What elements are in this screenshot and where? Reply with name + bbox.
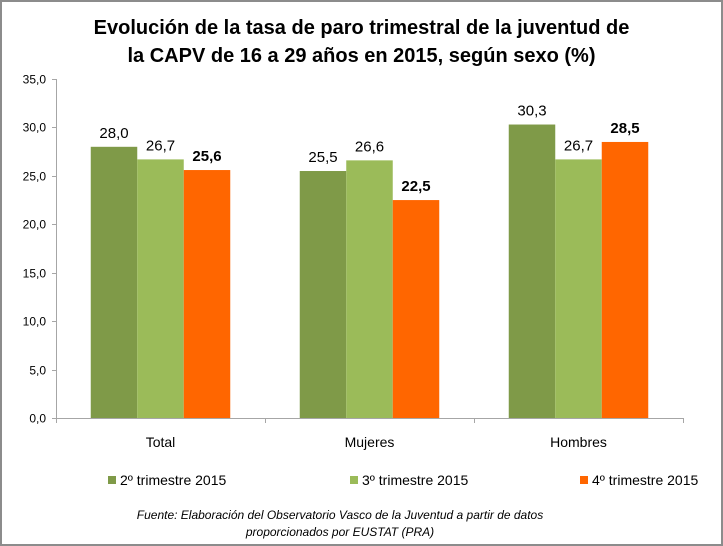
data-label: 26,6 [355,138,384,155]
source-note: Fuente: Elaboración del Observatorio Vas… [60,507,620,541]
source-line-1: Fuente: Elaboración del Observatorio Vas… [136,508,544,522]
y-tick-label: 25,0 [23,170,47,184]
bar [555,159,602,419]
y-tick-label: 15,0 [23,267,47,281]
legend-label: 2º trimestre 2015 [120,472,226,488]
data-label: 28,0 [99,125,128,142]
y-tick-label: 35,0 [23,73,47,87]
y-tick-label: 5,0 [29,364,46,378]
bar [90,146,138,419]
chart-title-line-2: la CAPV de 16 a 29 años en 2015, según s… [127,45,596,67]
y-tick-label: 30,0 [23,121,47,135]
x-axis: Total Mujeres Hombres [56,418,684,450]
y-tick-label: 0,0 [29,412,46,426]
data-label: 26,7 [146,137,175,154]
legend-label: 4º trimestre 2015 [592,472,698,488]
y-tick-label: 10,0 [23,315,47,329]
data-label: 26,7 [564,137,593,154]
legend: 2º trimestre 2015 3º trimestre 2015 4º tri… [108,472,698,488]
bar [392,200,440,418]
data-label: 28,5 [610,120,639,137]
x-category-label: Total [146,434,176,450]
data-label: 30,3 [517,103,546,120]
x-category-label: Hombres [550,434,607,450]
bar [346,160,393,419]
data-label: 25,5 [308,149,337,166]
y-tick-label: 20,0 [23,218,47,232]
bars [90,124,649,419]
legend-swatch [580,476,588,484]
legend-swatch [350,476,358,484]
legend-label: 3º trimestre 2015 [362,472,468,488]
bar [299,171,347,418]
bar [601,141,649,418]
data-labels: 28,0 25,5 30,3 26,7 26,6 26,7 25,6 22,5 28,5 [99,103,639,196]
bar [183,170,231,418]
x-category-label: Mujeres [345,434,395,450]
data-label: 25,6 [192,148,221,165]
data-label: 22,5 [401,178,430,195]
bar [508,124,556,418]
chart-title: Evolución de la tasa de paro trimestral … [0,14,723,70]
source-line-2: proporcionados por EUSTAT (PRA) [245,525,435,539]
chart-title-line-1: Evolución de la tasa de paro trimestral … [93,17,630,39]
bar [137,159,184,419]
legend-swatch [108,476,116,484]
y-axis: 0,0 5,0 10,0 15,0 20,0 25,0 30,0 35,0 [23,73,57,426]
